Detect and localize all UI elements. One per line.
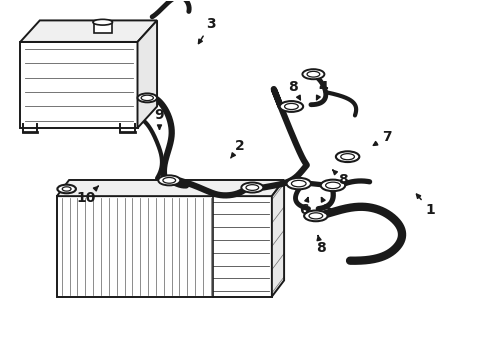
- Polygon shape: [20, 21, 157, 42]
- Ellipse shape: [163, 177, 175, 183]
- Bar: [94, 22, 112, 33]
- Text: 8: 8: [288, 80, 300, 100]
- Ellipse shape: [280, 101, 303, 112]
- Polygon shape: [272, 180, 284, 297]
- Text: 10: 10: [76, 186, 98, 205]
- Text: 1: 1: [416, 194, 436, 217]
- Ellipse shape: [285, 103, 298, 109]
- Ellipse shape: [302, 69, 324, 79]
- Ellipse shape: [246, 185, 259, 190]
- Text: 5: 5: [321, 198, 333, 217]
- Ellipse shape: [341, 154, 354, 160]
- Ellipse shape: [309, 213, 323, 219]
- Ellipse shape: [336, 151, 359, 162]
- Text: 9: 9: [155, 108, 164, 129]
- Ellipse shape: [93, 19, 113, 25]
- Ellipse shape: [242, 183, 263, 193]
- Text: 6: 6: [299, 198, 309, 217]
- Ellipse shape: [287, 178, 311, 189]
- Polygon shape: [20, 42, 138, 128]
- Text: 8: 8: [316, 235, 326, 255]
- Text: 2: 2: [231, 139, 245, 158]
- Ellipse shape: [57, 185, 76, 193]
- Polygon shape: [138, 21, 157, 128]
- Ellipse shape: [158, 175, 180, 185]
- Ellipse shape: [326, 182, 340, 189]
- Ellipse shape: [141, 95, 153, 100]
- Ellipse shape: [304, 211, 328, 221]
- Polygon shape: [57, 196, 272, 297]
- Text: 7: 7: [373, 130, 392, 145]
- Text: 8: 8: [333, 170, 347, 187]
- Ellipse shape: [138, 93, 157, 102]
- Polygon shape: [57, 180, 284, 196]
- Text: 3: 3: [198, 17, 216, 44]
- Ellipse shape: [307, 71, 320, 77]
- Text: 4: 4: [317, 80, 328, 100]
- Ellipse shape: [62, 187, 71, 191]
- Ellipse shape: [321, 180, 345, 191]
- Ellipse shape: [292, 180, 306, 187]
